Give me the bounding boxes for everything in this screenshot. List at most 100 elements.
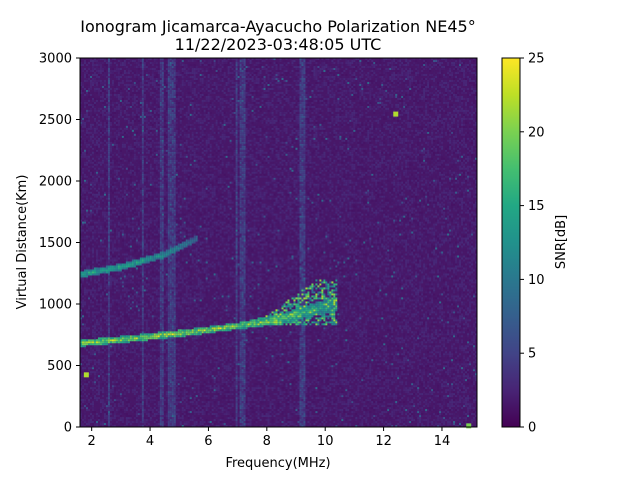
heatmap-cell bbox=[138, 220, 140, 222]
heatmap-cell bbox=[136, 146, 138, 148]
heatmap-cell bbox=[102, 345, 104, 347]
heatmap-cell bbox=[82, 319, 84, 321]
heatmap-cell bbox=[154, 301, 156, 303]
heatmap-cell bbox=[98, 72, 100, 74]
heatmap-cell bbox=[154, 415, 156, 417]
heatmap-cell bbox=[122, 375, 124, 377]
heatmap-cell bbox=[128, 355, 130, 357]
heatmap-cell bbox=[126, 275, 128, 277]
heatmap-cell bbox=[82, 230, 84, 232]
heatmap-cell bbox=[92, 168, 94, 170]
heatmap-cell bbox=[140, 84, 142, 86]
heatmap-cell bbox=[132, 363, 134, 365]
heatmap-cell bbox=[116, 108, 118, 110]
heatmap-cell bbox=[154, 413, 156, 415]
heatmap-cell bbox=[104, 377, 106, 379]
heatmap-cell bbox=[120, 224, 122, 226]
heatmap-cell bbox=[104, 335, 106, 337]
heatmap-cell bbox=[82, 323, 84, 325]
heatmap-cell bbox=[142, 287, 144, 289]
heatmap-cell bbox=[84, 68, 86, 70]
heatmap-cell bbox=[138, 184, 140, 186]
heatmap-cell bbox=[92, 158, 94, 160]
heatmap-cell bbox=[136, 70, 138, 72]
heatmap-cell bbox=[102, 277, 104, 279]
heatmap-cell bbox=[84, 180, 86, 182]
heatmap-cell bbox=[106, 198, 108, 200]
heatmap-cell bbox=[94, 353, 96, 355]
heatmap-cell bbox=[144, 232, 146, 234]
heatmap-cell bbox=[154, 331, 156, 333]
heatmap-cell bbox=[146, 283, 148, 285]
heatmap-cell bbox=[148, 126, 150, 128]
heatmap-cell bbox=[90, 234, 92, 236]
heatmap-cell bbox=[110, 409, 112, 411]
heatmap-cell bbox=[138, 62, 140, 64]
heatmap-cell bbox=[88, 236, 90, 238]
heatmap-cell bbox=[92, 160, 94, 162]
heatmap-cell bbox=[90, 218, 92, 220]
heatmap-cell bbox=[130, 124, 132, 126]
heatmap-cell bbox=[96, 399, 98, 401]
heatmap-cell bbox=[102, 309, 104, 311]
heatmap-cell bbox=[118, 385, 120, 387]
heatmap-cell bbox=[132, 389, 134, 391]
heatmap-cell bbox=[108, 383, 110, 385]
heatmap-cell bbox=[132, 240, 134, 242]
heatmap-cell bbox=[150, 247, 152, 249]
heatmap-cell bbox=[140, 249, 142, 251]
heatmap-cell bbox=[108, 200, 110, 202]
heatmap-cell bbox=[102, 257, 104, 259]
heatmap-cell bbox=[122, 228, 124, 230]
heatmap-cell bbox=[128, 68, 130, 70]
heatmap-cell bbox=[110, 78, 112, 80]
heatmap-cell bbox=[90, 162, 92, 164]
heatmap-cell bbox=[94, 182, 96, 184]
heatmap-cell bbox=[124, 136, 126, 138]
heatmap-cell bbox=[86, 226, 88, 228]
heatmap-cell bbox=[84, 303, 86, 305]
heatmap-cell bbox=[130, 267, 132, 269]
heatmap-cell bbox=[104, 108, 106, 110]
heatmap-cell bbox=[120, 269, 122, 271]
heatmap-cell bbox=[118, 329, 120, 331]
heatmap-cell bbox=[84, 359, 86, 361]
heatmap-cell bbox=[88, 214, 90, 216]
heatmap-cell bbox=[102, 116, 104, 118]
heatmap-cell bbox=[104, 405, 106, 407]
heatmap-cell bbox=[90, 363, 92, 365]
heatmap-cell bbox=[144, 375, 146, 377]
heatmap-cell bbox=[152, 289, 154, 291]
heatmap-cell bbox=[114, 265, 116, 267]
heatmap-cell bbox=[88, 417, 90, 419]
heatmap-cell bbox=[130, 120, 132, 122]
heatmap-cell bbox=[124, 160, 126, 162]
heatmap-cell bbox=[146, 214, 148, 216]
heatmap-cell bbox=[134, 102, 136, 104]
heatmap-cell bbox=[114, 383, 116, 385]
heatmap-cell bbox=[148, 253, 150, 255]
heatmap-cell bbox=[132, 166, 134, 168]
heatmap-cell bbox=[106, 271, 108, 273]
heatmap-cell bbox=[96, 293, 98, 295]
heatmap-cell bbox=[120, 170, 122, 172]
heatmap-cell bbox=[128, 389, 130, 391]
heatmap-cell bbox=[134, 172, 136, 174]
heatmap-cell bbox=[150, 417, 152, 419]
heatmap-cell bbox=[110, 154, 112, 156]
heatmap-cell bbox=[116, 76, 118, 78]
heatmap-cell bbox=[108, 415, 110, 417]
heatmap-cell bbox=[92, 333, 94, 335]
heatmap-cell bbox=[140, 385, 142, 387]
heatmap-cell bbox=[144, 220, 146, 222]
heatmap-cell bbox=[124, 305, 126, 307]
heatmap-cell bbox=[90, 176, 92, 178]
heatmap-cell bbox=[128, 405, 130, 407]
heatmap-cell bbox=[96, 208, 98, 210]
heatmap-cell bbox=[116, 305, 118, 307]
heatmap-cell bbox=[132, 293, 134, 295]
heatmap-cell bbox=[82, 285, 84, 287]
heatmap-cell bbox=[118, 168, 120, 170]
heatmap-cell bbox=[98, 120, 100, 122]
heatmap-cell bbox=[140, 263, 142, 265]
